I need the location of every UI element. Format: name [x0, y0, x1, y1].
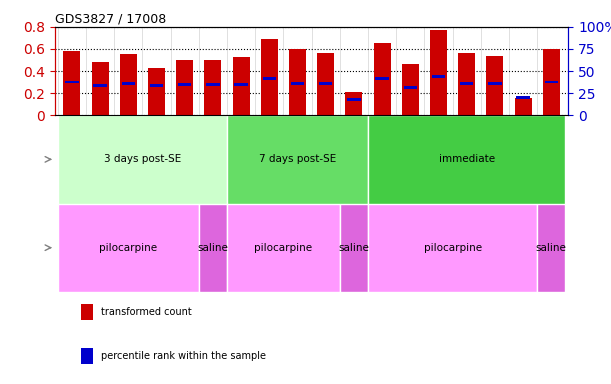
Text: saline: saline — [197, 243, 229, 253]
Bar — [206, 83, 220, 86]
Bar — [176, 60, 193, 115]
Bar — [120, 55, 137, 115]
Bar — [291, 82, 304, 84]
Bar — [261, 39, 278, 115]
Bar — [460, 82, 474, 84]
Bar — [233, 57, 249, 115]
Text: immediate: immediate — [439, 154, 495, 164]
Bar — [430, 30, 447, 115]
Bar — [402, 65, 419, 115]
Text: 3 days post-SE: 3 days post-SE — [104, 154, 181, 164]
Bar — [148, 68, 165, 115]
Bar — [345, 92, 362, 115]
Bar — [317, 53, 334, 115]
Bar — [432, 75, 445, 78]
Bar — [92, 62, 109, 115]
Bar — [65, 81, 79, 83]
Text: GDS3827 / 17008: GDS3827 / 17008 — [55, 13, 166, 26]
Bar — [81, 348, 93, 364]
Text: pilocarpine: pilocarpine — [254, 243, 312, 253]
Text: saline: saline — [338, 243, 369, 253]
Bar — [319, 82, 332, 84]
Bar — [516, 96, 530, 99]
FancyBboxPatch shape — [340, 204, 368, 292]
Bar — [458, 53, 475, 115]
Bar — [486, 56, 503, 115]
Text: pilocarpine: pilocarpine — [423, 243, 481, 253]
Text: transformed count: transformed count — [101, 307, 192, 317]
FancyBboxPatch shape — [537, 204, 565, 292]
FancyBboxPatch shape — [199, 204, 227, 292]
Text: pilocarpine: pilocarpine — [99, 243, 158, 253]
Bar — [375, 77, 389, 80]
Bar — [488, 82, 502, 84]
Text: percentile rank within the sample: percentile rank within the sample — [101, 351, 266, 361]
Text: saline: saline — [536, 243, 567, 253]
Bar — [122, 82, 135, 84]
Bar — [374, 43, 390, 115]
Bar — [544, 81, 558, 83]
Bar — [263, 77, 276, 80]
Bar — [93, 84, 107, 87]
Bar — [403, 86, 417, 89]
FancyBboxPatch shape — [227, 204, 340, 292]
Bar — [205, 60, 221, 115]
Text: 7 days post-SE: 7 days post-SE — [259, 154, 336, 164]
Bar — [178, 83, 191, 86]
Bar — [543, 49, 560, 115]
Bar — [514, 98, 532, 115]
FancyBboxPatch shape — [58, 115, 227, 204]
Bar — [347, 98, 360, 101]
Bar — [289, 49, 306, 115]
Bar — [150, 84, 163, 87]
FancyBboxPatch shape — [58, 204, 199, 292]
FancyBboxPatch shape — [368, 204, 537, 292]
Bar — [235, 83, 248, 86]
Bar — [81, 304, 93, 320]
FancyBboxPatch shape — [368, 115, 565, 204]
Bar — [64, 51, 81, 115]
FancyBboxPatch shape — [227, 115, 368, 204]
